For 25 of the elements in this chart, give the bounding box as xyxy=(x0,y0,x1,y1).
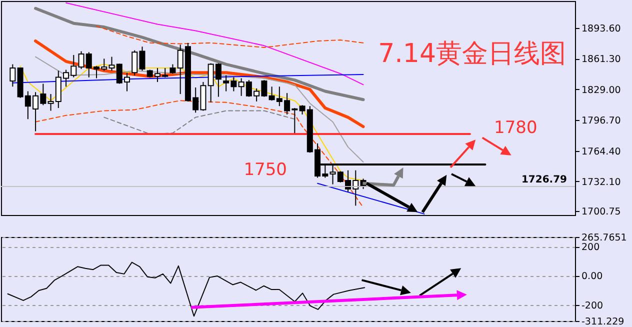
y-tick-label: 1829.00 xyxy=(582,84,621,96)
annotation: 1780 xyxy=(494,118,538,138)
y-tick-label: -311.229 xyxy=(582,316,624,327)
y-tick-label: 1700.75 xyxy=(582,206,621,218)
y-tick-label: 1893.60 xyxy=(582,23,621,34)
text: 7.14黄金日线图 xyxy=(378,38,566,71)
candlestick xyxy=(10,64,16,88)
line-series xyxy=(12,74,364,84)
y-tick-label: -200 xyxy=(582,300,604,312)
line-series xyxy=(66,2,364,86)
line-series xyxy=(7,262,366,317)
annotation: 1750 xyxy=(244,160,287,180)
line-series xyxy=(104,110,296,135)
y-tick-label: 1732.10 xyxy=(582,176,621,188)
line-series xyxy=(34,6,365,102)
y-tick-label: 1861.30 xyxy=(582,54,621,66)
candlestick xyxy=(170,64,176,74)
line-series xyxy=(96,26,364,48)
y-tick-label: 0.00 xyxy=(582,271,603,282)
y-tick-label: 1796.70 xyxy=(582,116,621,127)
line-series xyxy=(34,40,365,128)
y-tick-label: 1764.40 xyxy=(582,146,621,158)
y-tick-label: 265.7651 xyxy=(582,232,627,244)
ref-line-label: 1726.79 xyxy=(521,174,568,186)
y-tick-label: 200 xyxy=(582,242,600,254)
